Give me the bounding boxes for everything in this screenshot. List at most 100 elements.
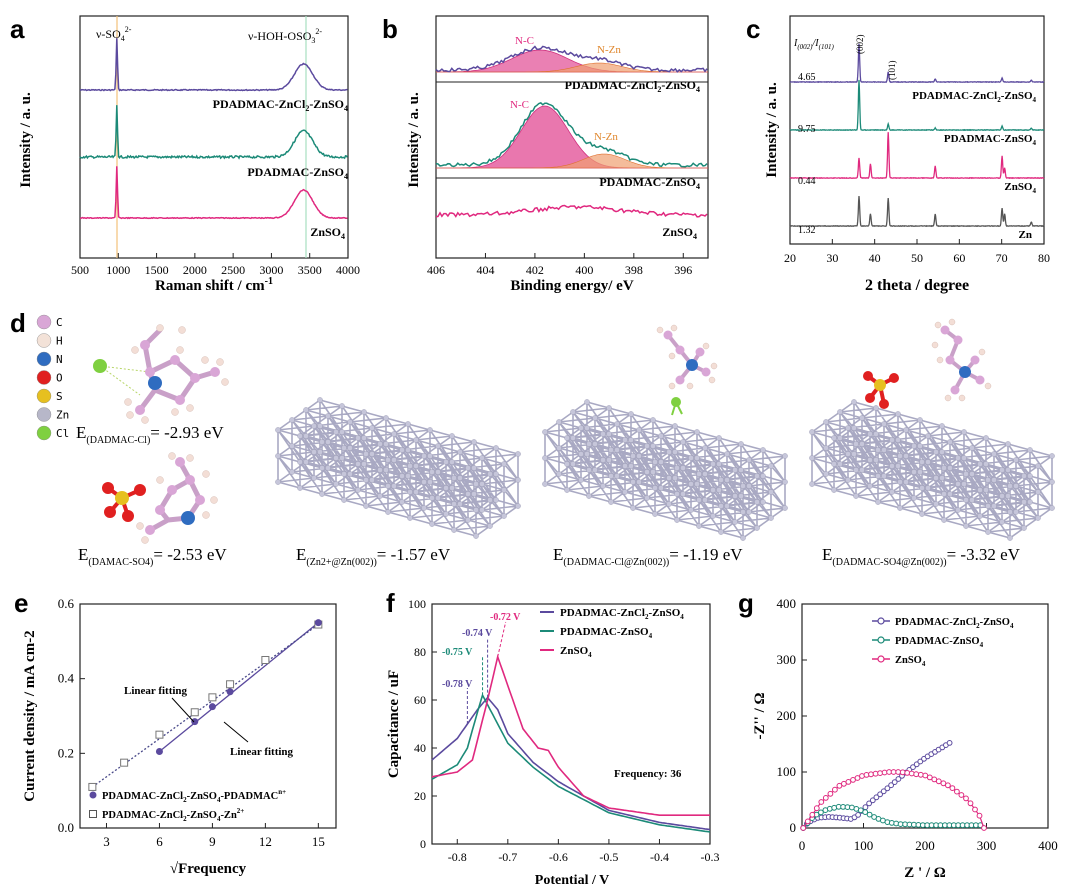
zn-atom [694,429,700,435]
nyquist-point-2 [831,804,838,811]
zn-atom [738,493,744,499]
zn-atom [925,459,931,465]
x-ticks-c: 20 30 40 50 60 70 80 [784,239,1050,265]
molecule-adsorbed-so4 [863,318,992,409]
zn-atom [407,515,413,521]
zn-atom [297,459,303,465]
zn-atom [760,473,766,479]
zn-atom [969,497,975,503]
x-tick-label-e: 3 [103,834,110,849]
ratio-value-2: 9.75 [798,124,816,135]
zn-atom [903,427,909,433]
zn-atom [955,507,961,513]
zn-atom [363,503,369,509]
zn-atom [782,505,788,511]
x-axis-label-b: Binding energy/ eV [510,278,634,294]
molecule-damac-so4 [102,452,218,544]
zn-atom [919,511,925,517]
y-axis-label-b: Intensity / a. u. [406,92,422,188]
data-point-e-zn [190,708,199,717]
zn-atom [768,489,774,495]
zn-atom [947,465,953,471]
x-tick-label-f: -0.8 [448,850,467,864]
zn-atom [969,471,975,477]
zn-atom [479,481,485,487]
zn-atom [399,499,405,505]
x-tick-label-a: 2500 [221,263,245,277]
zn-atom [983,461,989,467]
zn-atom [1013,483,1019,489]
zn-atom [297,433,303,439]
ratio-value-1: 4.65 [798,72,816,83]
zn-atom [939,475,945,481]
zn-atom [859,415,865,421]
y-tick-label-f: 80 [414,645,426,659]
zn-atom [339,455,345,461]
zn-atom [754,525,760,531]
x-tick-label-f: -0.4 [650,850,669,864]
x-tick-label-c: 50 [911,251,923,265]
zn-atom [895,411,901,417]
zn-atom [911,443,917,449]
element-ball-cl [36,425,52,441]
x-tick-label-g: 400 [1038,838,1058,853]
zn-atom [851,399,857,405]
label-nzn-2: N-Zn [594,131,618,143]
zn-atom [845,425,851,431]
nyquist-point-3 [854,775,861,781]
zn-atom [319,439,325,445]
zn-atom [1013,509,1019,515]
zn-atom [361,409,367,415]
zn-atom [754,499,760,505]
data-point-e-zn [88,782,97,791]
y-axis-label-g: -Z'' / Ω [752,692,768,739]
zn-atom [740,535,746,541]
zn-atom [355,461,361,467]
zn-atom [339,403,345,409]
zn-atom [435,469,441,475]
legend-b-pznso4: PDADMAC-ZnSO4 [599,175,700,191]
nyquist-point-3 [836,782,843,789]
zn-atom [479,507,485,513]
plot-frame-b [435,15,709,259]
zn-atom [738,441,744,447]
y-tick-label-f: 0 [420,837,426,851]
zn-atom [1005,441,1011,447]
x-tick-label-c: 70 [996,251,1008,265]
data-point-e-pdadmac [314,619,322,627]
zn-atom [289,469,295,475]
peak-label-101: (101) [887,61,897,81]
zn-atom [311,449,317,455]
zn-atom [999,493,1005,499]
zn-atom [614,473,620,479]
capacitance-line-1 [431,696,711,831]
x-tick-label-f: -0.5 [599,850,618,864]
zn-atom [859,441,865,447]
zn-atom [1013,457,1019,463]
zn-atom [578,451,584,457]
zn-atom [355,435,361,441]
peak-label-f-1: -0.72 V [490,612,521,623]
zn-atom [471,465,477,471]
zn-atom [999,467,1005,473]
zn-atom [449,485,455,491]
lattice-bonds [811,401,1053,539]
zn-atom [652,511,658,517]
label-nzn-1: N-Zn [597,44,621,56]
zn-atom [451,501,457,507]
zn-atom [985,477,991,483]
zn-atom [289,443,295,449]
legend-c-znso4: ZnSO4 [1004,181,1036,195]
nyquist-point-3 [818,799,825,805]
y-axis-label-a: Intensity / a. u. [18,92,34,188]
raman-line-znso4 [80,166,348,220]
zn-atom [347,471,353,477]
x-tick-label-f: -0.3 [701,850,720,864]
energy-label-3: E(Zn2+@Zn(002))= -1.57 eV [296,545,451,568]
nyquist-point-3 [976,812,983,819]
zn-atom [449,433,455,439]
zn-atom [622,489,628,495]
nyquist-point-3 [972,806,978,813]
zn-atom [955,481,961,487]
zn-atom [1021,473,1027,479]
